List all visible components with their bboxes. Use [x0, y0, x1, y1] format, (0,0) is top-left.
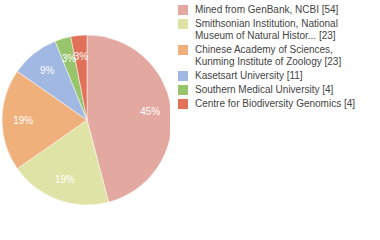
svg-text:19%: 19%: [13, 115, 33, 126]
svg-text:3%: 3%: [61, 53, 77, 65]
html-text:Smithsonian Institution, Natio: Smithsonian Institution, National Museum…: [195, 18, 338, 41]
svg-text:3%: 3%: [74, 51, 89, 62]
html-text:Chinese Academy of Sciences, K: Chinese Academy of Sciences, Kunming Ins…: [195, 44, 342, 67]
svg-text:9%: 9%: [40, 65, 55, 76]
svg-text:45%: 45%: [140, 106, 160, 117]
html-text:Kasetsart University [11]: Kasetsart University [11]: [195, 70, 303, 81]
html-text:Mined from GenBank, NCBI [54]: Mined from GenBank, NCBI [54]: [195, 4, 339, 15]
html-text:Southern Medical University [4: Southern Medical University [4]: [195, 84, 334, 95]
svg-text:19%: 19%: [55, 174, 75, 185]
html-text:Centre for Biodiversity Genomi: Centre for Biodiversity Genomics [4]: [195, 98, 356, 109]
